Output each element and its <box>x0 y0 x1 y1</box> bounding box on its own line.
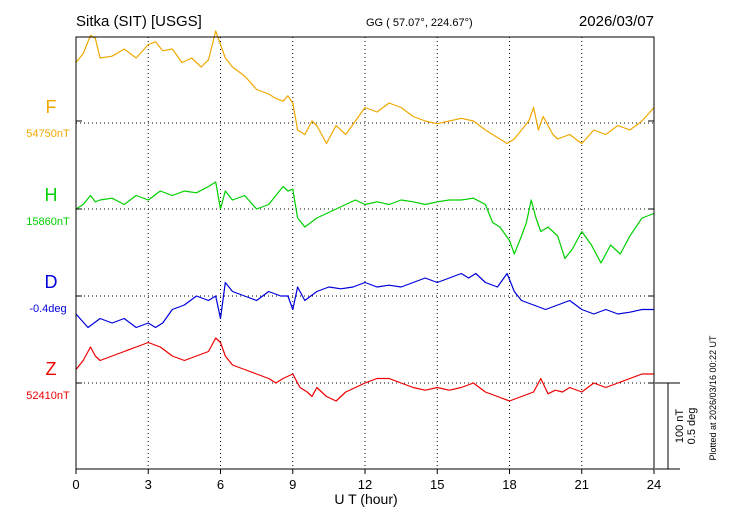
scale-bar: 100 nT 0.5 deg <box>655 382 698 470</box>
series-z-baseline: 52410nT <box>26 390 70 402</box>
x-tick-label: 18 <box>502 477 516 492</box>
series-f-baseline: 54750nT <box>26 128 70 140</box>
series-d-name: D <box>45 272 58 292</box>
x-tick-label: 12 <box>358 477 372 492</box>
x-tick-label: 3 <box>145 477 152 492</box>
x-tick-label: 0 <box>72 477 79 492</box>
series-h-baseline: 15860nT <box>26 216 70 228</box>
series-d-baseline: -0.4deg <box>29 303 66 315</box>
traces <box>75 30 655 402</box>
series-z-line <box>75 337 654 402</box>
x-tick-label: 9 <box>289 477 296 492</box>
x-tick-label: 6 <box>217 477 224 492</box>
series-h-name: H <box>45 185 58 205</box>
series-f-line <box>75 30 655 145</box>
geographic-coords: GG ( 57.07°, 224.67°) <box>366 17 473 29</box>
x-tick-label: 15 <box>430 477 444 492</box>
station-title: Sitka (SIT) [USGS] <box>76 13 202 30</box>
series-d-line <box>75 272 654 329</box>
series-f-name: F <box>46 97 57 117</box>
series-z-name: Z <box>46 359 57 379</box>
series-labels: F 54750nT H 15860nT D -0.4deg Z 52410nT <box>26 97 70 402</box>
grid <box>76 37 654 469</box>
x-axis-label: U T (hour) <box>334 491 397 507</box>
scale-bar-deg: 0.5 deg <box>686 408 698 445</box>
date-label: 2026/03/07 <box>579 13 654 30</box>
x-tick-label: 21 <box>575 477 589 492</box>
x-ticks: 0 3 6 9 12 15 18 21 24 <box>72 120 661 492</box>
x-tick-label: 24 <box>647 477 661 492</box>
scale-bar-nt: 100 nT <box>674 409 686 444</box>
plotted-at-note: Plotted at 2026/03/16 00:22 UT <box>708 335 718 461</box>
series-h-line <box>75 181 655 264</box>
